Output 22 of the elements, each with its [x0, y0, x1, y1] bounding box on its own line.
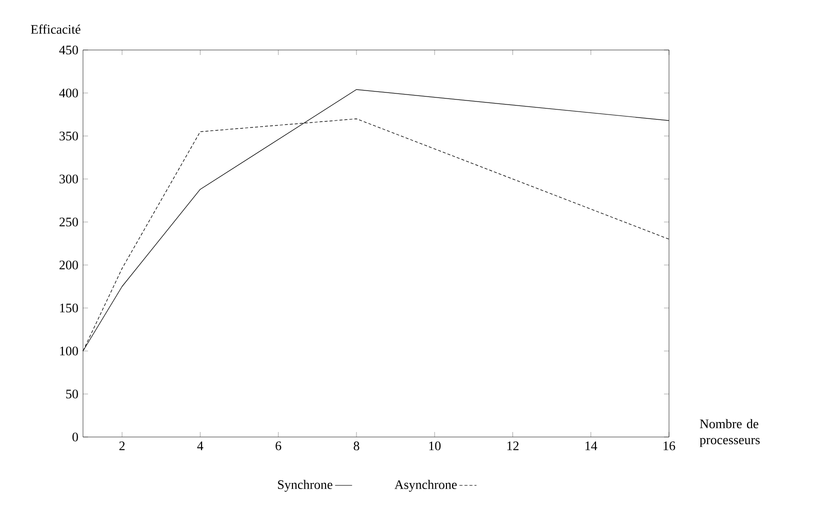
y-tick-label: 50 — [66, 390, 78, 398]
y-tick-label: 450 — [59, 46, 78, 54]
x-tick-label: 16 — [664, 442, 676, 450]
x-tick-label: 8 — [354, 442, 360, 450]
legend-label: Synchrone — [278, 480, 332, 492]
y-tick-label: 250 — [60, 218, 78, 226]
y-tick-label: 400 — [59, 88, 78, 98]
y-tick-label: 300 — [60, 174, 78, 184]
y-axis-title: Efficacité — [30, 24, 80, 34]
y-tick-label: 100 — [60, 346, 78, 356]
y-tick-label: 350 — [60, 132, 78, 140]
x-tick-label: 14 — [586, 442, 598, 450]
y-tick-label: 0 — [72, 432, 78, 442]
x-tick-label: 10 — [429, 442, 441, 450]
x-tick-label: 4 — [197, 442, 204, 450]
legend-label: Asynchrone — [394, 480, 457, 492]
x-tick-label: 12 — [507, 442, 519, 450]
x-tick-label: 2 — [119, 442, 125, 450]
y-tick-label: 200 — [60, 260, 78, 270]
x-tick-label: 6 — [276, 442, 282, 450]
y-tick-label: 150 — [60, 304, 78, 312]
x-axis-title: Nombre de processeurs — [700, 419, 760, 447]
